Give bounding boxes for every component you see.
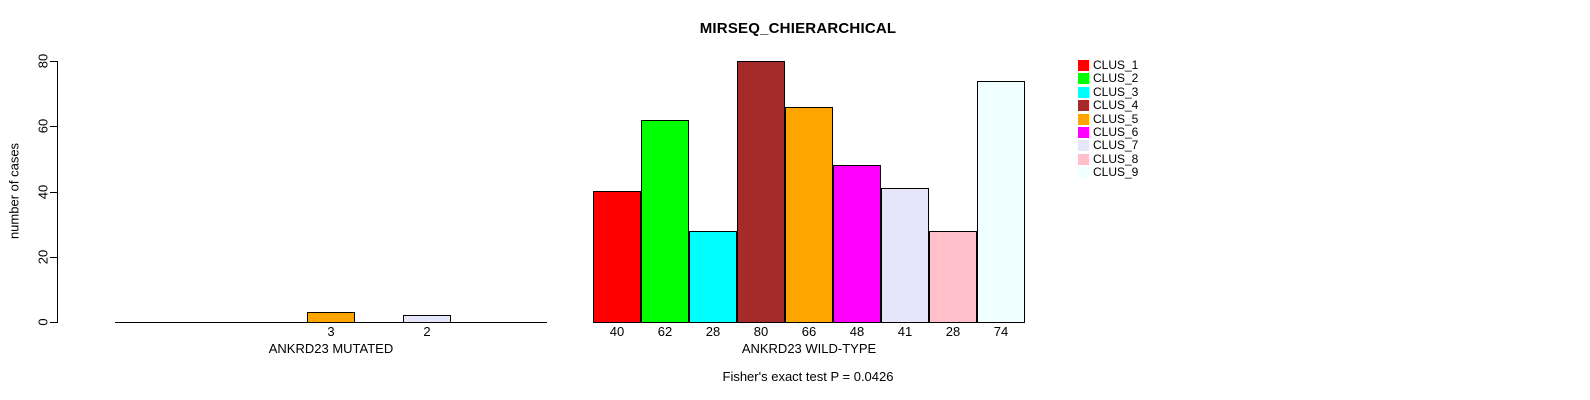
y-axis-tick	[50, 256, 57, 258]
legend-label: CLUS_6	[1093, 125, 1139, 139]
legend-item: CLUS_6	[1078, 126, 1138, 139]
bar-value-label: 2	[423, 324, 431, 339]
legend-swatch	[1078, 127, 1089, 138]
y-axis-tick-label: 40	[35, 184, 51, 199]
bar-clus_3	[689, 231, 737, 323]
bar-value-label: 41	[897, 324, 913, 339]
legend-label: CLUS_5	[1093, 111, 1139, 126]
x-group-label-mutated: ANKRD23 MUTATED	[268, 341, 394, 356]
legend-item: CLUS_7	[1078, 139, 1138, 152]
chart-title: MIRSEQ_CHIERARCHICAL	[699, 20, 897, 37]
fisher-test-annotation: Fisher's exact test P = 0.0426	[722, 369, 894, 384]
y-axis-line	[57, 61, 58, 323]
legend-item: CLUS_9	[1078, 166, 1138, 179]
legend-item: CLUS_3	[1078, 84, 1139, 99]
y-axis-tick	[50, 126, 57, 128]
bar-value-label: 74	[993, 324, 1009, 339]
x-group-label-wildtype: ANKRD23 WILD-TYPE	[741, 341, 877, 356]
legend-item: CLUS_4	[1078, 99, 1138, 112]
legend-swatch	[1078, 60, 1089, 71]
y-axis-tick-label: 0	[35, 318, 51, 326]
y-axis-label: number of cases	[6, 142, 22, 240]
bar-clus_1	[593, 191, 641, 323]
legend-label: CLUS_8	[1093, 151, 1139, 166]
legend-swatch	[1078, 153, 1089, 165]
bar-value-label: 28	[945, 324, 961, 339]
bar-value-label: 40	[609, 324, 625, 339]
bar-value-label: 28	[705, 324, 721, 339]
bar-value-label: 48	[849, 324, 865, 339]
legend-item: CLUS_5	[1078, 111, 1139, 126]
bar-value-label: 80	[753, 324, 769, 339]
legend-label: CLUS_4	[1093, 98, 1139, 113]
bar-value-label: 3	[327, 324, 335, 339]
legend-item: CLUS_2	[1078, 72, 1138, 85]
bar-clus_2	[641, 120, 689, 323]
bar-value-label: 66	[801, 324, 817, 339]
legend-label: CLUS_1	[1093, 58, 1139, 72]
bar-clus_7	[881, 188, 929, 323]
y-axis-tick	[50, 322, 57, 323]
legend-label: CLUS_7	[1093, 138, 1139, 153]
bar-value-label: 62	[657, 324, 673, 339]
legend-swatch	[1078, 73, 1089, 85]
legend-label: CLUS_9	[1093, 165, 1139, 180]
legend-swatch	[1078, 113, 1089, 125]
y-axis-tick-label: 60	[35, 119, 51, 134]
y-axis-tick	[50, 61, 57, 62]
bar-clus_4	[737, 61, 785, 323]
legend-swatch	[1078, 100, 1089, 112]
bar-clus_9	[977, 81, 1025, 323]
bar-clus_5	[307, 312, 355, 323]
legend-item: CLUS_1	[1078, 59, 1138, 72]
bar-clus_6	[833, 165, 881, 323]
y-axis-tick-label: 80	[35, 53, 51, 69]
y-axis-tick-label: 20	[35, 249, 51, 264]
bar-clus_5	[785, 107, 833, 323]
legend-swatch	[1078, 167, 1089, 179]
y-axis-tick	[50, 191, 57, 193]
bar-clus_8	[929, 231, 977, 323]
legend-swatch	[1078, 140, 1089, 152]
bar-clus_7	[403, 315, 451, 323]
legend-swatch	[1078, 86, 1089, 98]
legend-label: CLUS_3	[1093, 84, 1139, 99]
legend-item: CLUS_8	[1078, 151, 1139, 166]
legend-label: CLUS_2	[1093, 71, 1139, 86]
